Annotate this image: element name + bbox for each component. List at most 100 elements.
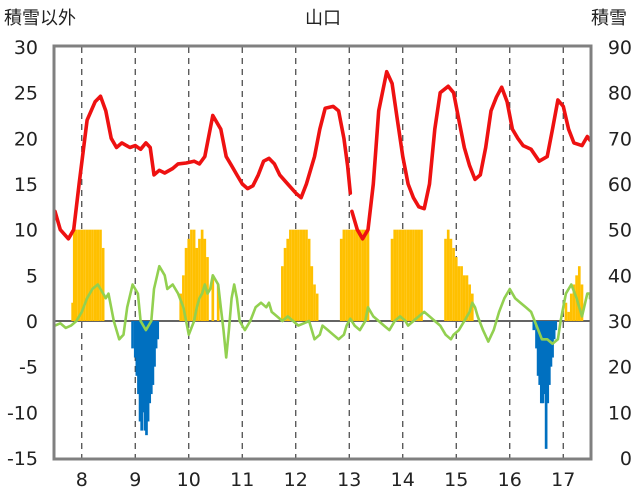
bar-0-55 bbox=[401, 229, 405, 321]
bar-0-2 bbox=[75, 229, 78, 321]
bar-1-22 bbox=[543, 321, 546, 395]
bar-1-23 bbox=[544, 321, 548, 449]
left-tick-25: 25 bbox=[14, 83, 38, 105]
bar-0-61 bbox=[417, 229, 421, 321]
bar-1-27 bbox=[551, 321, 554, 358]
bar-0-70 bbox=[462, 275, 466, 321]
bar-0-57 bbox=[406, 229, 410, 321]
x-tick-9: 9 bbox=[129, 469, 141, 491]
left-tick-0: 0 bbox=[26, 311, 38, 333]
bar-1-3 bbox=[137, 321, 140, 395]
bar-0-75 bbox=[567, 311, 570, 321]
left-tick-5: 5 bbox=[26, 265, 38, 287]
bar-0-66 bbox=[452, 247, 455, 321]
bar-0-24 bbox=[211, 275, 215, 321]
right-tick-0: 0 bbox=[620, 448, 632, 470]
bar-1-28 bbox=[552, 321, 556, 340]
bar-0-34 bbox=[302, 229, 306, 321]
bar-0-41 bbox=[342, 229, 346, 321]
bar-0-1 bbox=[72, 229, 76, 321]
bar-0-54 bbox=[398, 229, 402, 321]
bar-0-80 bbox=[580, 284, 584, 321]
bar-0-62 bbox=[420, 229, 423, 321]
bar-0-21 bbox=[200, 229, 204, 321]
bar-1-10 bbox=[148, 321, 152, 404]
left-tick--10: -10 bbox=[7, 402, 38, 424]
bar-0-48 bbox=[361, 229, 364, 321]
bar-1-13 bbox=[153, 321, 156, 367]
bar-0-56 bbox=[404, 229, 407, 321]
bar-0-5 bbox=[83, 229, 86, 321]
bar-0-17 bbox=[190, 229, 193, 321]
x-tick-15: 15 bbox=[444, 469, 468, 491]
bar-0-39 bbox=[315, 293, 319, 321]
right-tick-10: 10 bbox=[608, 402, 632, 424]
bar-1-20 bbox=[539, 321, 543, 404]
right-tick-30: 30 bbox=[608, 311, 632, 333]
right-tick-70: 70 bbox=[608, 128, 632, 150]
left-tick-10: 10 bbox=[14, 220, 38, 242]
bar-0-76 bbox=[569, 293, 573, 321]
bar-0-43 bbox=[347, 229, 351, 321]
bar-0-45 bbox=[353, 229, 356, 321]
bar-0-74 bbox=[564, 302, 568, 321]
bar-0-63 bbox=[444, 238, 447, 321]
bar-0-77 bbox=[572, 284, 576, 321]
bar-1-19 bbox=[538, 321, 542, 385]
bar-0-8 bbox=[91, 229, 94, 321]
bar-0-20 bbox=[198, 238, 201, 321]
bar-0-37 bbox=[310, 266, 314, 321]
line-red-1 bbox=[350, 69, 592, 241]
bar-1-18 bbox=[536, 321, 540, 376]
bar-1-12 bbox=[151, 321, 155, 385]
x-tick-13: 13 bbox=[337, 469, 361, 491]
bar-0-44 bbox=[350, 229, 354, 321]
bar-0-14 bbox=[182, 275, 185, 321]
bar-1-5 bbox=[140, 321, 144, 431]
bar-0-72 bbox=[468, 284, 471, 321]
left-tick--15: -15 bbox=[7, 448, 38, 470]
right-tick-60: 60 bbox=[608, 174, 632, 196]
bar-0-9 bbox=[93, 229, 97, 321]
left-tick-20: 20 bbox=[14, 128, 38, 150]
x-tick-11: 11 bbox=[230, 469, 254, 491]
bar-0-58 bbox=[409, 229, 413, 321]
bar-0-71 bbox=[465, 275, 469, 321]
bar-0-46 bbox=[355, 229, 359, 321]
bar-0-15 bbox=[184, 247, 188, 321]
bar-1-4 bbox=[138, 321, 142, 422]
right-tick-20: 20 bbox=[608, 357, 632, 379]
bar-1-29 bbox=[554, 321, 558, 331]
bar-1-14 bbox=[154, 321, 158, 349]
bar-0-52 bbox=[393, 229, 397, 321]
bar-0-0 bbox=[71, 302, 74, 321]
bar-0-30 bbox=[291, 229, 295, 321]
bar-0-42 bbox=[345, 229, 348, 321]
x-tick-14: 14 bbox=[391, 469, 415, 491]
line-red-0 bbox=[53, 94, 353, 241]
left-tick--5: -5 bbox=[19, 357, 38, 379]
bar-1-1 bbox=[133, 321, 137, 358]
bar-0-69 bbox=[460, 266, 463, 321]
x-tick-17: 17 bbox=[551, 469, 575, 491]
bar-0-12 bbox=[101, 247, 105, 321]
bar-0-65 bbox=[449, 238, 453, 321]
bar-0-25 bbox=[216, 284, 220, 321]
x-tick-8: 8 bbox=[76, 469, 88, 491]
bar-0-33 bbox=[299, 229, 303, 321]
bar-0-31 bbox=[294, 229, 298, 321]
bar-0-11 bbox=[99, 229, 102, 321]
bar-1-11 bbox=[149, 321, 153, 395]
bar-0-26 bbox=[281, 266, 284, 321]
bar-0-27 bbox=[283, 247, 287, 321]
bars bbox=[71, 229, 584, 449]
right-axis-label: 積雪 bbox=[591, 8, 627, 29]
bar-0-29 bbox=[289, 229, 292, 321]
lines bbox=[53, 69, 592, 359]
bar-0-7 bbox=[88, 229, 92, 321]
bar-0-36 bbox=[307, 238, 311, 321]
right-tick-80: 80 bbox=[608, 83, 632, 105]
bar-1-0 bbox=[131, 321, 134, 349]
bar-0-32 bbox=[297, 229, 300, 321]
